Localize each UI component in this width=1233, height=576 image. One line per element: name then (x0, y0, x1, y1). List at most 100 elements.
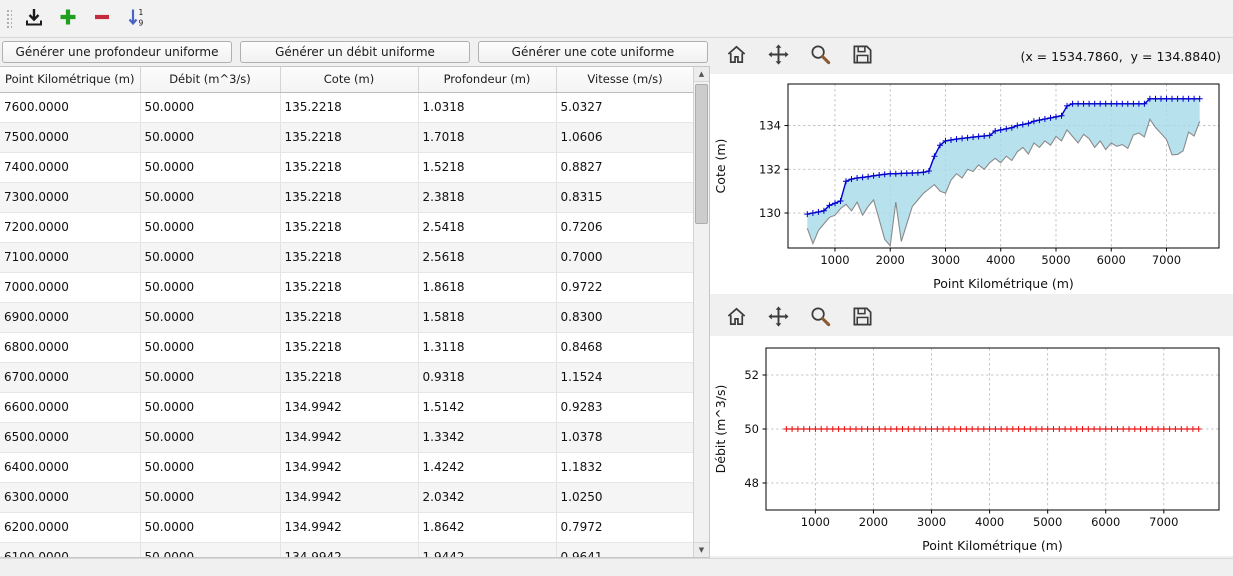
table-cell[interactable]: 1.0318 (418, 92, 557, 123)
home-button[interactable] (722, 304, 750, 332)
table-cell[interactable]: 7400.0000 (0, 152, 141, 183)
table-cell[interactable]: 134.9942 (280, 452, 419, 483)
table-cell[interactable]: 0.8315 (556, 182, 693, 213)
table-cell[interactable]: 6600.0000 (0, 392, 141, 423)
scrollbar-up-arrow-icon[interactable]: ▲ (694, 67, 709, 82)
table-cell[interactable]: 50.0000 (140, 92, 281, 123)
zoom-button[interactable] (806, 42, 834, 70)
table-cell[interactable]: 50.0000 (140, 302, 281, 333)
zoom-button[interactable] (806, 304, 834, 332)
cote-chart[interactable]: 1000 2000 3000 4000 5000 6000 7000 130 132 134 Poi… (710, 74, 1233, 294)
table-row[interactable]: 7500.0000 50.0000 135.2218 1.7018 1.0606 (0, 122, 693, 153)
scrollbar-down-arrow-icon[interactable]: ▼ (694, 542, 709, 557)
table-cell[interactable]: 50.0000 (140, 482, 281, 513)
table-row[interactable]: 6100.0000 50.0000 134.9942 1.9442 0.9641 (0, 542, 693, 557)
table-cell[interactable]: 50.0000 (140, 362, 281, 393)
table-cell[interactable]: 1.9442 (418, 542, 557, 557)
table-cell[interactable]: 135.2218 (280, 122, 419, 153)
table-cell[interactable]: 2.5418 (418, 212, 557, 243)
toolbar-grip-handle[interactable] (5, 7, 12, 30)
save-figure-button[interactable] (848, 42, 876, 70)
table-cell[interactable]: 50.0000 (140, 332, 281, 363)
table-cell[interactable]: 2.5618 (418, 242, 557, 273)
table-row[interactable]: 6300.0000 50.0000 134.9942 2.0342 1.0250 (0, 482, 693, 513)
table-cell[interactable]: 1.3342 (418, 422, 557, 453)
download-button[interactable] (19, 4, 49, 34)
table-cell[interactable]: 135.2218 (280, 302, 419, 333)
table-row[interactable]: 6600.0000 50.0000 134.9942 1.5142 0.9283 (0, 392, 693, 423)
home-button[interactable] (722, 42, 750, 70)
table-cell[interactable]: 0.9318 (418, 362, 557, 393)
table-row[interactable]: 6400.0000 50.0000 134.9942 1.4242 1.1832 (0, 452, 693, 483)
table-cell[interactable]: 1.5818 (418, 302, 557, 333)
table-cell[interactable]: 135.2218 (280, 92, 419, 123)
table-cell[interactable]: 7300.0000 (0, 182, 141, 213)
table-cell[interactable]: 0.8468 (556, 332, 693, 363)
table-cell[interactable]: 6100.0000 (0, 542, 141, 557)
table-cell[interactable]: 1.4242 (418, 452, 557, 483)
table-cell[interactable]: 50.0000 (140, 272, 281, 303)
table-cell[interactable]: 1.1524 (556, 362, 693, 393)
table-cell[interactable]: 7100.0000 (0, 242, 141, 273)
debit-chart[interactable]: 1000 2000 3000 4000 5000 6000 7000 48 50 52 Point … (710, 336, 1233, 556)
table-row[interactable]: 6900.0000 50.0000 135.2218 1.5818 0.8300 (0, 302, 693, 333)
table-cell[interactable]: 50.0000 (140, 242, 281, 273)
table-cell[interactable]: 135.2218 (280, 272, 419, 303)
table-cell[interactable]: 50.0000 (140, 512, 281, 543)
table-cell[interactable]: 6400.0000 (0, 452, 141, 483)
table-cell[interactable]: 0.9722 (556, 272, 693, 303)
save-figure-button[interactable] (848, 304, 876, 332)
table-cell[interactable]: 1.5218 (418, 152, 557, 183)
table-cell[interactable]: 0.7000 (556, 242, 693, 273)
table-cell[interactable]: 50.0000 (140, 542, 281, 557)
table-cell[interactable]: 7500.0000 (0, 122, 141, 153)
table-cell[interactable]: 134.9942 (280, 542, 419, 557)
table-cell[interactable]: 0.8827 (556, 152, 693, 183)
table-row[interactable]: 7300.0000 50.0000 135.2218 2.3818 0.8315 (0, 182, 693, 213)
table-cell[interactable]: 1.8642 (418, 512, 557, 543)
table-cell[interactable]: 1.3118 (418, 332, 557, 363)
add-row-button[interactable] (53, 4, 83, 34)
table-cell[interactable]: 50.0000 (140, 452, 281, 483)
column-header[interactable]: Profondeur (m) (418, 67, 557, 93)
table-row[interactable]: 7200.0000 50.0000 135.2218 2.5418 0.7206 (0, 212, 693, 243)
table-cell[interactable]: 6700.0000 (0, 362, 141, 393)
table-cell[interactable]: 50.0000 (140, 182, 281, 213)
table-cell[interactable]: 135.2218 (280, 332, 419, 363)
table-cell[interactable]: 134.9942 (280, 422, 419, 453)
table-cell[interactable]: 1.1832 (556, 452, 693, 483)
table-cell[interactable]: 135.2218 (280, 152, 419, 183)
table-cell[interactable]: 50.0000 (140, 392, 281, 423)
table-cell[interactable]: 50.0000 (140, 152, 281, 183)
table-cell[interactable]: 2.0342 (418, 482, 557, 513)
table-cell[interactable]: 135.2218 (280, 212, 419, 243)
table-row[interactable]: 7400.0000 50.0000 135.2218 1.5218 0.8827 (0, 152, 693, 183)
sort-numeric-button[interactable]: 1 9 (121, 4, 151, 34)
column-header[interactable]: Cote (m) (280, 67, 419, 93)
column-header[interactable]: Débit (m^3/s) (140, 67, 281, 93)
table-row[interactable]: 6800.0000 50.0000 135.2218 1.3118 0.8468 (0, 332, 693, 363)
table-cell[interactable]: 50.0000 (140, 122, 281, 153)
table-cell[interactable]: 135.2218 (280, 242, 419, 273)
table-cell[interactable]: 7600.0000 (0, 92, 141, 123)
remove-row-button[interactable] (87, 4, 117, 34)
column-header[interactable]: Vitesse (m/s) (556, 67, 693, 93)
table-cell[interactable]: 0.9641 (556, 542, 693, 557)
table-cell[interactable]: 0.7972 (556, 512, 693, 543)
table-cell[interactable]: 0.7206 (556, 212, 693, 243)
table-cell[interactable]: 1.8618 (418, 272, 557, 303)
table-cell[interactable]: 6800.0000 (0, 332, 141, 363)
table-cell[interactable]: 6500.0000 (0, 422, 141, 453)
table-cell[interactable]: 1.0606 (556, 122, 693, 153)
table-cell[interactable]: 0.9283 (556, 392, 693, 423)
table-cell[interactable]: 7200.0000 (0, 212, 141, 243)
table-vertical-scrollbar[interactable]: ▲ ▼ (693, 67, 709, 557)
generate-uniform-depth-button[interactable]: Générer une profondeur uniforme (2, 41, 232, 63)
column-header[interactable]: Point Kilométrique (m) (0, 67, 141, 93)
table-cell[interactable]: 6200.0000 (0, 512, 141, 543)
scrollbar-thumb[interactable] (695, 84, 708, 224)
table-cell[interactable]: 135.2218 (280, 182, 419, 213)
generate-uniform-level-button[interactable]: Générer une cote uniforme (478, 41, 708, 63)
table-cell[interactable]: 1.5142 (418, 392, 557, 423)
generate-uniform-flow-button[interactable]: Générer un débit uniforme (240, 41, 470, 63)
